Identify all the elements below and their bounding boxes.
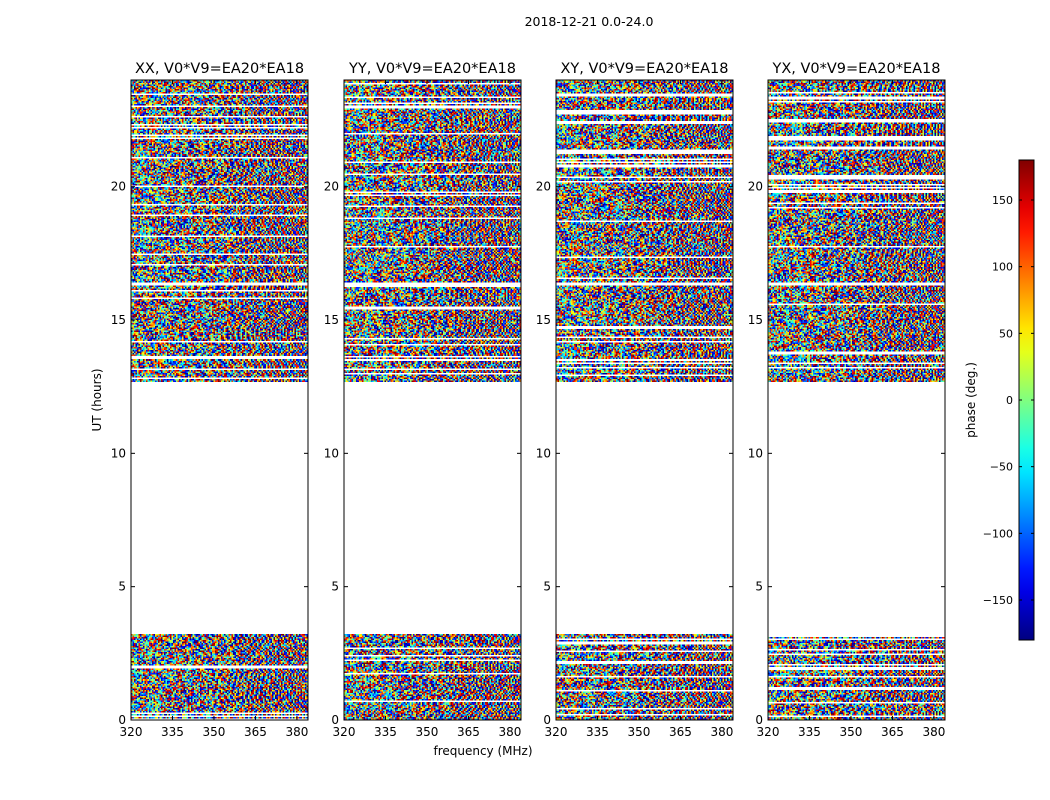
y-tick-label: 0 — [543, 713, 551, 727]
y-tick-label: 15 — [536, 313, 551, 327]
panel-xx — [130, 79, 309, 721]
y-tick-label: 0 — [331, 713, 339, 727]
panel-yy — [343, 79, 522, 721]
heatmap-image-xy — [556, 80, 733, 720]
panel-frame — [767, 79, 946, 721]
panel-frame — [555, 79, 734, 721]
x-tick-label: 335 — [586, 725, 609, 739]
x-axis-label: frequency (MHz) — [433, 744, 532, 758]
y-tick-label: 10 — [536, 446, 551, 460]
heatmap-image-xx — [131, 80, 308, 720]
y-tick-label: 20 — [536, 180, 551, 194]
colorbar-label: phase (deg.) — [964, 362, 978, 438]
x-tick-label: 350 — [628, 725, 651, 739]
x-tick-label: 320 — [120, 725, 143, 739]
y-tick-label: 15 — [324, 313, 339, 327]
panel-title-xx: XX, V0*V9=EA20*EA18 — [135, 61, 304, 77]
x-tick-label: 335 — [374, 725, 397, 739]
x-tick-label: 365 — [669, 725, 692, 739]
y-tick-label: 5 — [331, 580, 339, 594]
panel-title-yx: YX, V0*V9=EA20*EA18 — [771, 61, 940, 77]
y-tick-label: 5 — [755, 580, 763, 594]
colorbar-tick-label: 0 — [1006, 394, 1013, 407]
colorbar-tick-label: −50 — [990, 461, 1013, 474]
x-tick-label: 335 — [798, 725, 821, 739]
heatmap-image-yy — [344, 80, 521, 720]
x-tick-label: 350 — [203, 725, 226, 739]
panel-frame — [130, 79, 309, 721]
y-tick-label: 20 — [324, 180, 339, 194]
y-tick-label: 0 — [755, 713, 763, 727]
colorbar-tick-label: −150 — [983, 594, 1013, 607]
x-tick-label: 380 — [498, 725, 521, 739]
x-tick-label: 320 — [757, 725, 780, 739]
heatmap-image-yx — [768, 80, 945, 720]
panel-xy — [555, 79, 734, 721]
y-tick-label: 20 — [111, 180, 126, 194]
x-tick-label: 350 — [840, 725, 863, 739]
panel-yx — [767, 79, 946, 721]
y-tick-label: 10 — [324, 446, 339, 460]
x-tick-label: 320 — [333, 725, 356, 739]
y-tick-label: 15 — [748, 313, 763, 327]
colorbar-tick-label: 150 — [992, 194, 1013, 207]
y-tick-label: 0 — [118, 713, 126, 727]
colorbar-tick-label: 100 — [992, 261, 1013, 274]
x-tick-label: 350 — [416, 725, 439, 739]
y-tick-label: 5 — [118, 580, 126, 594]
x-tick-label: 380 — [710, 725, 733, 739]
x-tick-label: 365 — [457, 725, 480, 739]
panel-title-yy: YY, V0*V9=EA20*EA18 — [348, 61, 516, 77]
panel-frame — [343, 79, 522, 721]
figure-suptitle: 2018-12-21 0.0-24.0 — [525, 14, 654, 29]
colorbar-tick-label: 50 — [999, 327, 1013, 340]
x-tick-label: 365 — [881, 725, 904, 739]
y-tick-label: 20 — [748, 180, 763, 194]
y-tick-label: 5 — [543, 580, 551, 594]
y-tick-label: 10 — [748, 446, 763, 460]
x-tick-label: 320 — [545, 725, 568, 739]
y-axis-label: UT (hours) — [90, 368, 104, 431]
colorbar-tick-label: −100 — [983, 527, 1013, 540]
panel-title-xy: XY, V0*V9=EA20*EA18 — [560, 61, 728, 77]
y-tick-label: 10 — [111, 446, 126, 460]
x-tick-label: 365 — [244, 725, 267, 739]
x-tick-label: 335 — [161, 725, 184, 739]
x-tick-label: 380 — [922, 725, 945, 739]
x-tick-label: 380 — [285, 725, 308, 739]
y-tick-label: 15 — [111, 313, 126, 327]
